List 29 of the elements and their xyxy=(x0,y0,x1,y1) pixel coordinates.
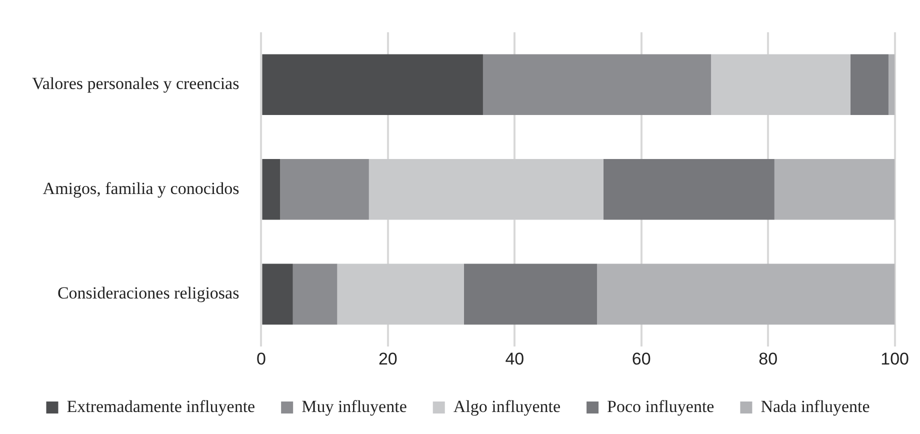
x-tick-label: 40 xyxy=(505,349,524,368)
y-tick-label: Consideraciones religiosas xyxy=(57,284,240,303)
bar xyxy=(888,54,895,115)
bar xyxy=(774,159,895,220)
bar xyxy=(603,159,774,220)
bar xyxy=(337,264,464,325)
y-tick-label: Amigos, familia y conocidos xyxy=(42,178,240,198)
legend-label: Poco influyente xyxy=(607,396,714,416)
bar xyxy=(262,54,483,115)
legend-label: Nada influyente xyxy=(760,396,870,416)
legend-label: Muy influyente xyxy=(302,396,407,416)
bar xyxy=(280,159,369,220)
bar xyxy=(464,264,598,325)
y-tick-label: Valores personales y creencias xyxy=(32,74,240,94)
x-tick-label: 20 xyxy=(378,349,398,368)
bar xyxy=(711,54,850,115)
legend-label: Extremadamente influyente xyxy=(66,396,256,416)
x-tick-label: 0 xyxy=(256,349,266,368)
bar xyxy=(368,159,604,220)
bar xyxy=(262,264,293,325)
bar xyxy=(597,264,895,325)
bar xyxy=(850,54,888,115)
x-tick-label: 100 xyxy=(880,349,910,368)
bar xyxy=(292,264,338,325)
bar xyxy=(482,54,712,115)
x-tick-label: 80 xyxy=(758,349,778,368)
bar xyxy=(262,159,280,220)
x-tick-label: 60 xyxy=(632,349,651,368)
legend-label: Algo influyente xyxy=(453,396,561,416)
